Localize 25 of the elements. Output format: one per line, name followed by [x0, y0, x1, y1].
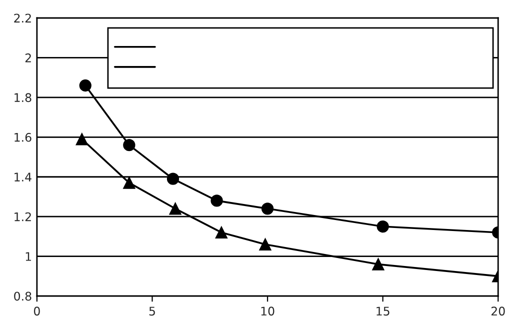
y-tick-label: 2: [25, 53, 31, 62]
point: [169, 202, 182, 215]
y-tick-label: 0.8: [14, 292, 32, 301]
point: [376, 220, 389, 233]
point: [210, 194, 223, 207]
point: [76, 133, 88, 146]
y-tick-label: 1.6: [14, 132, 32, 142]
point: [123, 176, 136, 189]
x-tick-label: 20: [491, 306, 505, 316]
x-tick-label: 5: [149, 306, 155, 316]
y-tick-label: 1.8: [14, 93, 32, 102]
point: [261, 202, 274, 215]
x-tick-label: 15: [376, 306, 390, 316]
point: [166, 172, 180, 185]
point: [79, 79, 92, 92]
point: [372, 258, 384, 270]
point: [123, 139, 136, 152]
point: [215, 226, 228, 239]
y-tick-label: 2.2: [14, 14, 31, 22]
y-tick-label: 1.4: [14, 172, 32, 182]
x-tick-label: 0: [34, 306, 40, 316]
y-tick-label: 1: [26, 252, 31, 261]
x-tick-label: 10: [261, 306, 274, 316]
point: [259, 238, 272, 250]
y-tick-label: 1.2: [14, 212, 31, 222]
